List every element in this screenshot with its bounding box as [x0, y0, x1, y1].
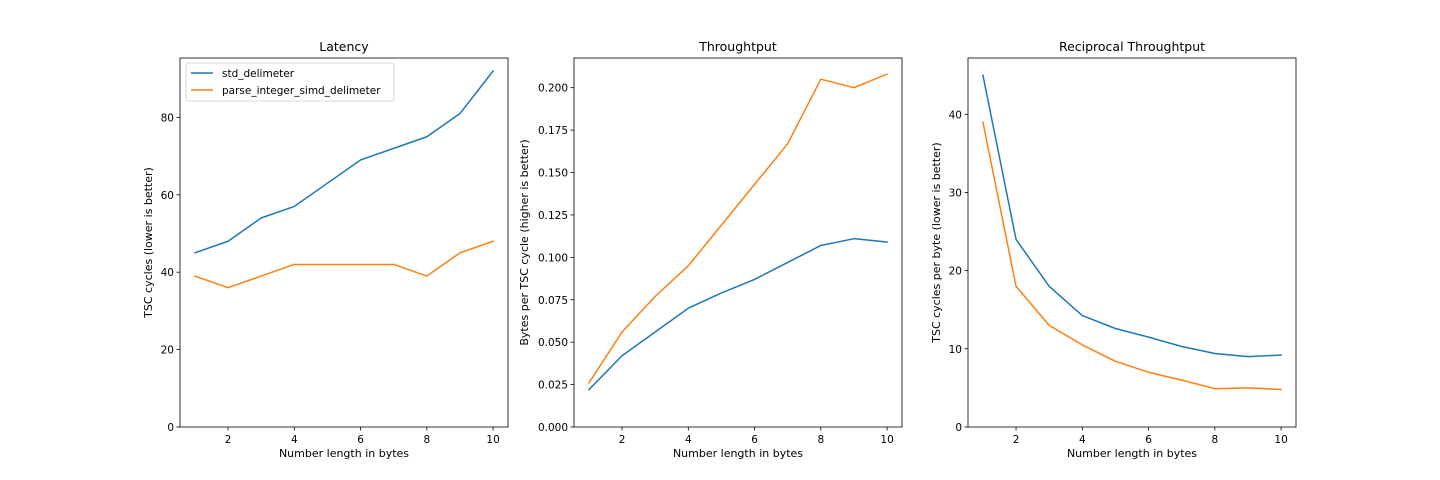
y-tick-label: 0: [955, 422, 962, 434]
y-tick-label: 0.150: [538, 168, 568, 180]
y-tick-label: 0.100: [538, 252, 568, 264]
x-tick-label: 8: [1211, 434, 1218, 446]
y-tick-label: 0.075: [538, 295, 568, 307]
y-tick-label: 0: [167, 422, 174, 434]
chart-3: Reciprocal Throughtput 2 4 6 8 10 0 10 20 30 40 Num…: [930, 39, 1297, 460]
y-tick-label: 80: [161, 112, 174, 124]
y-tick-label: 0.175: [538, 125, 568, 137]
plot-frame: [179, 57, 509, 428]
x-tick-label: 2: [619, 434, 626, 446]
y-tick-label: 20: [949, 266, 962, 278]
y-tick-label: 0.125: [538, 210, 568, 222]
series-line-std-delimeter: [193, 69, 495, 254]
chart-1: Latency 2 4 6 8 10 0 20 40 60 80 Number length in b…: [142, 39, 509, 460]
y-tick-label: 40: [161, 267, 174, 279]
y-tick-label: 60: [161, 190, 174, 202]
plot-frame: [967, 57, 1297, 428]
series-line-parse-integer-simd-delimeter: [587, 73, 889, 384]
x-tick-label: 8: [423, 434, 430, 446]
x-tick-label: 4: [685, 434, 692, 446]
legend-label-std-delimeter: std_delimeter: [222, 68, 295, 80]
series-line-parse-integer-simd-delimeter: [193, 240, 495, 289]
x-tick-label: 2: [225, 434, 232, 446]
x-tick-label: 2: [1013, 434, 1020, 446]
y-tick-label: 0.200: [538, 83, 568, 95]
chart-title: Throughtput: [698, 39, 777, 54]
x-tick-label: 8: [817, 434, 824, 446]
y-tick-label: 40: [949, 109, 962, 121]
x-tick-label: 10: [1274, 434, 1287, 446]
series-line-std-delimeter: [982, 74, 1282, 358]
y-tick-label: 0.050: [538, 337, 568, 349]
y-axis-label: Bytes per TSC cycle (higher is better): [518, 139, 531, 345]
y-axis-label: TSC cycles per byte (lower is better): [930, 142, 943, 343]
x-tick-label: 10: [486, 434, 499, 446]
x-tick-label: 6: [751, 434, 758, 446]
series-line-parse-integer-simd-delimeter: [982, 121, 1282, 391]
y-axis-label: TSC cycles (lower is better): [142, 167, 155, 319]
x-axis-label: Number length in bytes: [673, 447, 803, 460]
x-axis-label: Number length in bytes: [279, 447, 409, 460]
x-tick-label: 4: [1079, 434, 1086, 446]
chart-title: Reciprocal Throughtput: [1059, 39, 1205, 54]
x-axis-label: Number length in bytes: [1067, 447, 1197, 460]
plot-frame: [573, 57, 903, 428]
y-tick-label: 0.000: [538, 422, 568, 434]
series-line-std-delimeter: [587, 237, 888, 391]
x-tick-label: 10: [880, 434, 893, 446]
chart-2: Throughtput 2 4 6 8 10 0.000 0.025 0.050 0.075 0.1…: [518, 39, 903, 460]
legend-label-parse-integer-simd-delimeter: parse_integer_simd_delimeter: [222, 85, 381, 97]
y-tick-label: 0.025: [538, 380, 568, 392]
legend-box: [185, 62, 395, 102]
x-tick-label: 6: [1145, 434, 1152, 446]
x-tick-label: 6: [357, 434, 364, 446]
legend: std_delimeter parse_integer_simd_delimete…: [185, 62, 395, 102]
x-tick-label: 4: [291, 434, 298, 446]
y-tick-label: 20: [161, 345, 174, 357]
chart-title: Latency: [319, 39, 369, 54]
y-tick-label: 30: [949, 187, 962, 199]
y-tick-label: 10: [949, 344, 962, 356]
